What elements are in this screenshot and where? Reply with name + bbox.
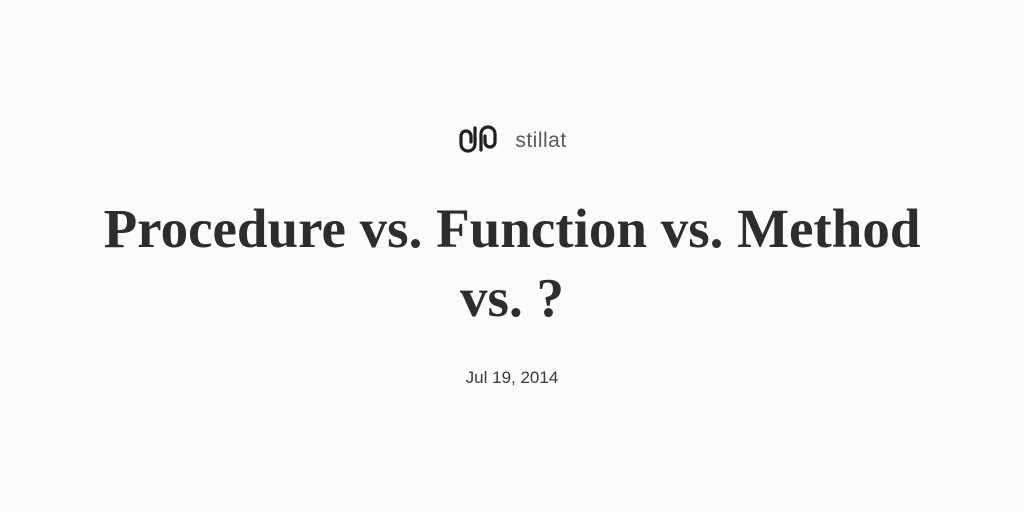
brand-header[interactable]: stillat: [457, 124, 566, 159]
article-title: Procedure vs. Function vs. Method vs. ?: [102, 195, 922, 333]
article-date: Jul 19, 2014: [466, 368, 559, 388]
brand-logo-icon: [457, 124, 503, 159]
brand-name: stillat: [515, 129, 566, 153]
